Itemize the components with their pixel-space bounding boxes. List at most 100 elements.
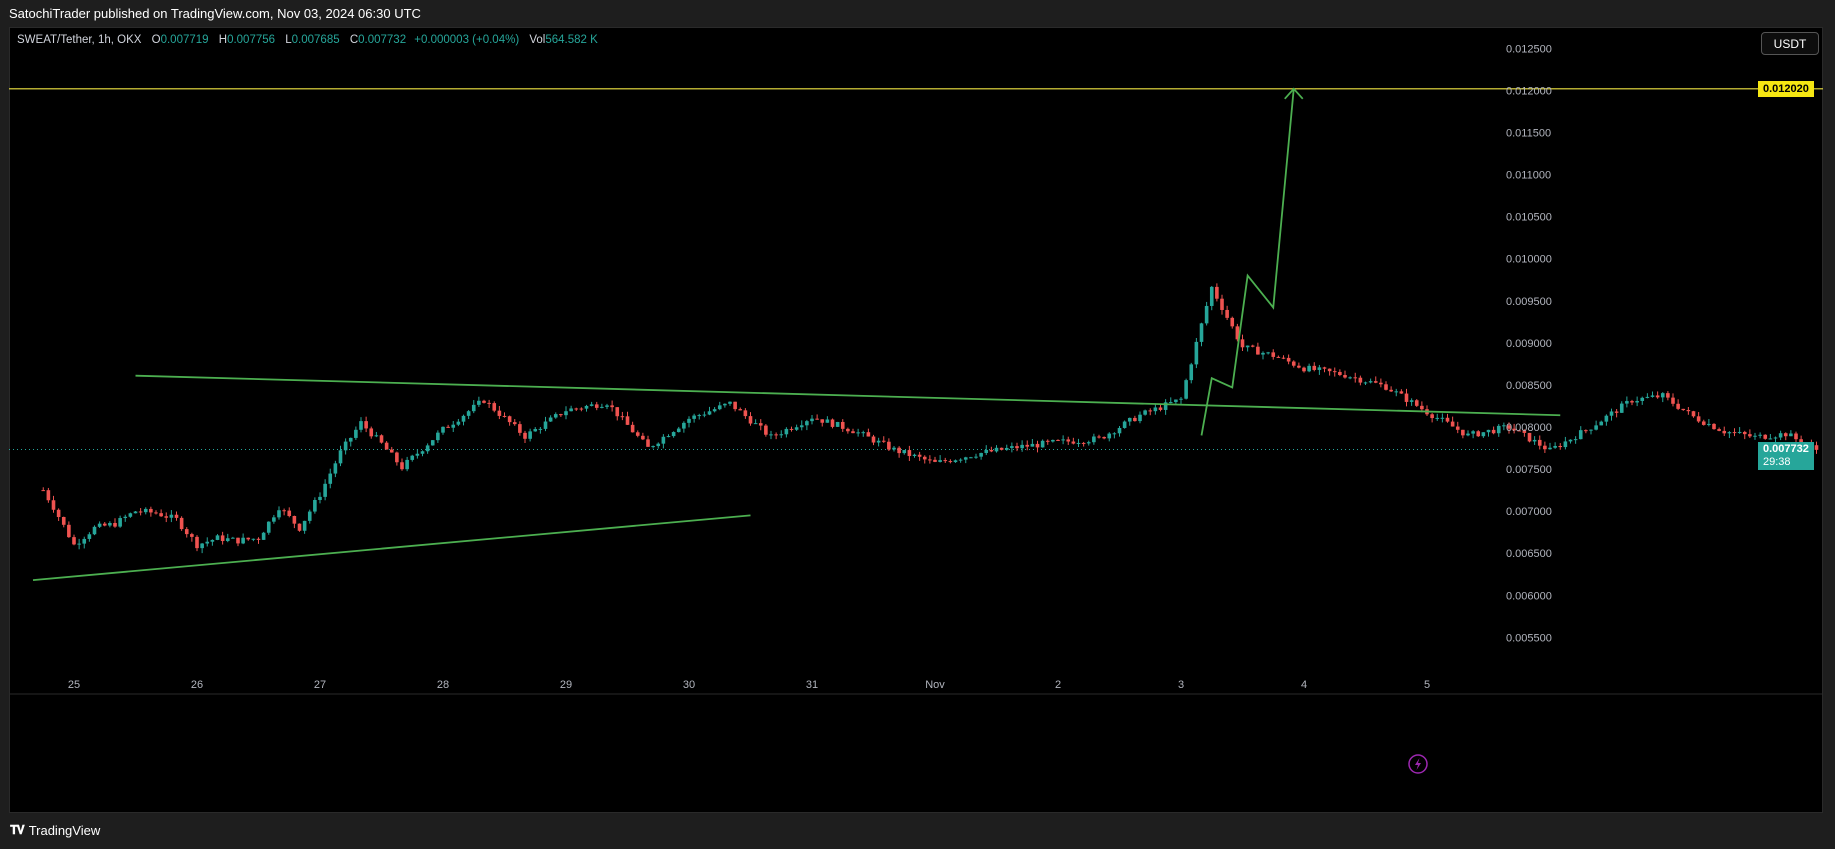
candle	[1276, 355, 1281, 358]
candle	[410, 454, 415, 462]
candle	[1532, 436, 1537, 445]
candle	[302, 520, 307, 534]
candle	[1676, 399, 1680, 411]
candle	[395, 451, 399, 466]
candle	[1558, 443, 1563, 450]
candle	[492, 401, 497, 413]
candle	[846, 427, 850, 434]
candle	[149, 506, 153, 517]
candle	[1384, 381, 1388, 391]
candle	[1660, 392, 1665, 403]
candle	[497, 405, 502, 420]
candle	[1481, 432, 1486, 438]
candle	[533, 427, 538, 432]
candle	[415, 449, 420, 459]
candle	[1209, 285, 1214, 311]
footer-bar	[0, 813, 1835, 849]
candle	[1517, 430, 1522, 432]
candle	[1092, 433, 1096, 445]
candle	[1650, 391, 1655, 398]
candle	[600, 403, 604, 409]
candle	[1020, 440, 1024, 452]
candle	[1204, 301, 1209, 326]
candle	[108, 521, 112, 528]
y-tick-label: 0.009000	[1506, 338, 1552, 350]
y-tick-label: 0.006500	[1506, 548, 1552, 560]
candle	[261, 531, 266, 540]
x-tick-label: 27	[314, 679, 326, 691]
candle	[615, 407, 620, 421]
candle	[369, 426, 374, 439]
price-chart[interactable]: 0.012500 0.012000 0.011500 0.011000 0.010500…	[9, 27, 1823, 813]
candle	[738, 407, 743, 411]
currency-button[interactable]: USDT	[1761, 32, 1819, 55]
candle	[174, 511, 179, 521]
candle	[138, 508, 143, 516]
symbol-name[interactable]: SWEAT/Tether, 1h, OKX	[17, 34, 142, 46]
candle	[1461, 429, 1465, 439]
candle	[666, 434, 671, 438]
candle	[553, 412, 558, 419]
candle	[1240, 334, 1245, 351]
candle	[246, 537, 251, 541]
candle	[784, 427, 789, 438]
candle	[769, 430, 773, 440]
candle	[1409, 398, 1414, 406]
candle	[728, 401, 732, 406]
lower-trendline[interactable]	[32, 514, 751, 582]
y-tick-label: 0.010500	[1506, 212, 1552, 224]
candle	[1604, 414, 1609, 426]
candle	[1225, 305, 1229, 320]
candle	[574, 407, 579, 411]
candle	[1537, 435, 1542, 450]
candle	[282, 508, 286, 516]
candle	[97, 521, 102, 528]
candle	[1291, 360, 1296, 368]
candle	[179, 516, 184, 531]
candle	[620, 411, 625, 421]
projection-arrowhead	[1284, 87, 1304, 100]
candle	[1256, 342, 1260, 355]
candle	[866, 428, 871, 437]
candle	[1440, 413, 1445, 423]
candle	[1220, 294, 1224, 315]
candle	[1614, 409, 1619, 418]
candle	[164, 512, 169, 523]
candle	[1363, 381, 1368, 385]
candle	[1379, 378, 1383, 388]
candle	[682, 421, 686, 433]
candle	[651, 445, 655, 449]
change-value: +0.000003 (+0.04%)	[414, 34, 520, 46]
candle	[707, 406, 712, 416]
candle	[364, 416, 368, 433]
candle	[1133, 415, 1137, 422]
candle	[605, 403, 609, 410]
candle	[1701, 419, 1706, 426]
header-bar: SatochiTrader published on TradingView.c…	[0, 0, 1835, 27]
candle	[118, 515, 122, 528]
price-axis[interactable]: 0.012500 0.012000 0.011500 0.011000 0.010500…	[1506, 43, 1552, 644]
candle	[466, 410, 471, 420]
candle	[1589, 429, 1593, 435]
candle	[723, 403, 727, 408]
candle	[1599, 420, 1604, 426]
publisher-text: SatochiTrader published on TradingView.c…	[9, 6, 421, 21]
candle	[641, 432, 645, 441]
upper-trendline[interactable]	[135, 374, 1561, 417]
current-price-label: 0.007732	[1763, 442, 1809, 455]
candle	[1445, 413, 1450, 423]
tradingview-logo[interactable]: 𝐓𝐕 TradingView	[10, 823, 100, 838]
candle	[1194, 337, 1199, 369]
candle	[1245, 345, 1250, 352]
lightning-icon[interactable]	[1408, 754, 1428, 774]
candle	[1040, 439, 1045, 448]
candle	[1466, 430, 1470, 437]
projection-path[interactable]	[1200, 88, 1295, 436]
time-axis[interactable]: 25 26 27 28 29 30 31 Nov 2 3 4 5	[68, 679, 1430, 691]
candle	[876, 437, 881, 447]
candle	[917, 451, 922, 461]
candle	[1553, 442, 1557, 449]
candle	[1184, 378, 1188, 400]
candle	[1030, 438, 1035, 447]
candle	[1045, 439, 1050, 445]
